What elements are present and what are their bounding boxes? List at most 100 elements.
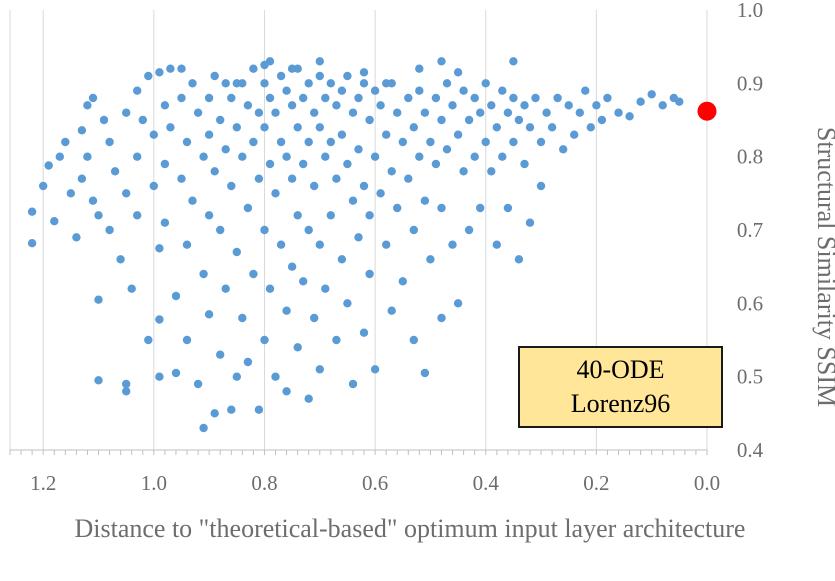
data-point	[166, 64, 175, 73]
data-point	[155, 315, 164, 324]
data-point	[415, 152, 424, 161]
data-point	[177, 93, 186, 103]
data-point	[271, 372, 280, 381]
data-point	[133, 211, 142, 220]
data-point	[171, 368, 181, 378]
data-point	[282, 387, 291, 396]
data-point	[476, 203, 485, 213]
data-point	[520, 159, 529, 169]
data-point	[271, 108, 280, 117]
data-point	[431, 159, 441, 169]
data-point	[77, 126, 87, 135]
data-point	[110, 167, 120, 176]
data-point	[332, 174, 341, 183]
data-point	[509, 57, 518, 66]
data-point	[553, 93, 562, 103]
data-point	[420, 196, 430, 205]
data-point	[370, 365, 380, 374]
data-point	[166, 123, 175, 132]
data-point	[216, 350, 225, 359]
data-point	[221, 79, 230, 88]
data-point	[337, 86, 347, 95]
data-point	[88, 196, 98, 205]
x-tick-labels: 1.2 1.0 0.8 0.6 0.4 0.2 0.0	[30, 471, 720, 495]
data-point	[509, 93, 518, 103]
data-point	[232, 247, 241, 257]
data-point	[470, 152, 479, 161]
data-point	[476, 108, 485, 117]
data-point	[536, 181, 546, 191]
data-point	[299, 159, 308, 169]
data-point	[321, 152, 330, 161]
data-point	[243, 203, 253, 213]
data-point	[276, 137, 286, 147]
data-point	[470, 93, 479, 103]
data-point	[171, 291, 181, 301]
data-point	[193, 108, 203, 117]
data-points	[27, 57, 684, 433]
y-tick-label: 0.8	[737, 145, 763, 169]
data-point	[420, 108, 430, 117]
data-point	[520, 101, 529, 110]
data-point	[636, 97, 645, 106]
data-point	[232, 123, 241, 132]
data-point	[276, 240, 286, 249]
data-point	[525, 218, 535, 227]
data-point	[265, 284, 275, 293]
data-point	[39, 181, 48, 191]
data-point	[293, 123, 302, 132]
y-axis-title: Structural Similarity SSIM	[812, 127, 835, 407]
data-point	[260, 335, 269, 345]
data-point	[437, 203, 446, 213]
data-point	[393, 108, 402, 117]
data-point	[133, 152, 142, 161]
data-point	[337, 130, 347, 139]
data-point	[409, 123, 418, 132]
data-point	[509, 137, 518, 147]
data-point	[597, 115, 607, 125]
data-point	[77, 174, 87, 183]
data-point	[182, 137, 192, 147]
data-point	[144, 335, 153, 345]
data-point	[315, 57, 324, 66]
data-point	[199, 152, 208, 161]
data-point	[354, 145, 363, 154]
data-point	[293, 343, 302, 352]
x-tick-label: 0.4	[473, 471, 500, 495]
data-point	[570, 130, 579, 139]
data-point	[210, 71, 219, 81]
data-point	[55, 152, 64, 161]
data-point	[310, 181, 319, 191]
data-point	[149, 181, 158, 191]
data-point	[116, 255, 125, 264]
data-point	[254, 108, 264, 117]
data-point	[492, 240, 501, 249]
data-point	[282, 306, 291, 315]
data-point	[647, 90, 656, 99]
data-point	[238, 313, 247, 323]
data-point	[409, 225, 418, 235]
data-point	[437, 57, 446, 66]
data-point	[232, 372, 241, 381]
data-point	[216, 115, 225, 125]
data-point	[265, 93, 275, 103]
data-point	[437, 313, 446, 323]
y-tick-label: 0.9	[737, 71, 763, 95]
data-point	[204, 310, 214, 319]
data-point	[232, 79, 241, 88]
data-point	[293, 211, 302, 220]
data-point	[282, 86, 291, 95]
data-point	[575, 108, 584, 117]
data-point	[210, 409, 219, 418]
data-point	[44, 161, 53, 170]
data-point	[343, 71, 352, 81]
data-point	[426, 255, 435, 264]
data-point	[326, 79, 335, 88]
x-tick-label: 0.0	[694, 471, 720, 495]
y-tick-labels: 0.4 0.5 0.6 0.7 0.8 0.9 1.0	[737, 0, 764, 462]
data-point	[193, 379, 203, 389]
data-point	[321, 284, 330, 293]
data-point	[359, 328, 369, 337]
data-point	[415, 64, 424, 73]
data-point	[326, 137, 335, 147]
